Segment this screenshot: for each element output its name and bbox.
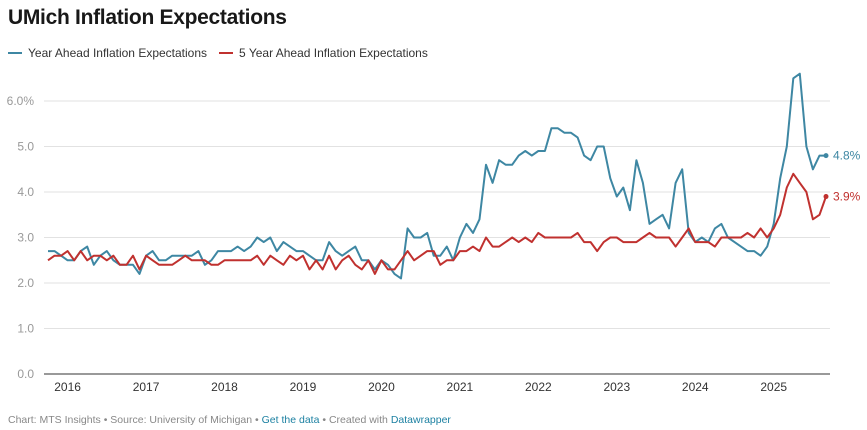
chart-title: UMich Inflation Expectations bbox=[8, 6, 287, 29]
x-tick-label: 2022 bbox=[525, 380, 552, 394]
legend-swatch-year-ahead bbox=[8, 52, 22, 54]
x-tick-label: 2024 bbox=[682, 380, 709, 394]
legend-swatch-5-year-ahead bbox=[219, 52, 234, 54]
end-point-marker bbox=[823, 153, 829, 159]
series-lines bbox=[47, 72, 827, 280]
x-tick-label: 2017 bbox=[133, 380, 160, 394]
x-tick-label: 2016 bbox=[54, 380, 81, 394]
x-tick-label: 2020 bbox=[368, 380, 395, 394]
footer-separator: • bbox=[252, 414, 262, 426]
series-line-year-ahead bbox=[48, 72, 826, 280]
datawrapper-link[interactable]: Datawrapper bbox=[390, 414, 451, 426]
y-tick-label: 5.0 bbox=[17, 140, 34, 154]
legend-item-5-year-ahead: 5 Year Ahead Inflation Expectations bbox=[219, 46, 428, 60]
legend-label-year-ahead: Year Ahead Inflation Expectations bbox=[28, 46, 208, 60]
footer-created-with: Created with bbox=[328, 414, 388, 426]
y-tick-label: 3.0 bbox=[17, 231, 34, 245]
y-axis-ticks: 0.0 1.0 2.0 3.0 4.0 5.0 6.0% bbox=[7, 94, 35, 381]
y-tick-label: 1.0 bbox=[17, 322, 34, 336]
footer-credit: Chart: MTS Insights bbox=[8, 414, 101, 426]
legend-label-5-year-ahead: 5 Year Ahead Inflation Expectations bbox=[239, 46, 428, 60]
series-line-5-year-ahead bbox=[47, 172, 827, 275]
y-tick-label: 4.0 bbox=[17, 185, 34, 199]
y-tick-label: 2.0 bbox=[17, 276, 34, 290]
footer-separator: • bbox=[100, 414, 111, 426]
end-labels: 4.8% 3.9% bbox=[823, 149, 861, 204]
gridlines bbox=[44, 100, 830, 375]
x-tick-label: 2018 bbox=[211, 380, 238, 394]
end-value-label: 3.9% bbox=[833, 190, 861, 204]
footer-source: Source: University of Michigan bbox=[110, 414, 253, 426]
line-chart: 0.01.02.03.04.05.06.0% 2016 2017 2018 2019 2… bbox=[7, 72, 861, 394]
end-value-label: 4.8% bbox=[833, 149, 861, 163]
x-axis-ticks: 2016 2017 2018 2019 2020 2021 2022 2023 2024 2025 bbox=[54, 380, 787, 394]
y-tick-label: 0.0 bbox=[17, 367, 34, 381]
legend-item-year-ahead: Year Ahead Inflation Expectations bbox=[8, 46, 207, 60]
x-tick-label: 2021 bbox=[447, 380, 474, 394]
footer-separator: • bbox=[319, 414, 329, 426]
legend: Year Ahead Inflation Expectations 5 Year… bbox=[8, 46, 440, 60]
x-tick-label: 2019 bbox=[290, 380, 317, 394]
end-point-marker bbox=[823, 194, 829, 200]
x-tick-label: 2025 bbox=[760, 380, 787, 394]
x-tick-label: 2023 bbox=[603, 380, 630, 394]
get-the-data-link[interactable]: Get the data bbox=[261, 414, 320, 426]
y-tick-label: 6.0% bbox=[7, 94, 35, 108]
footer: Chart: MTS Insights • Source: University… bbox=[8, 414, 451, 426]
